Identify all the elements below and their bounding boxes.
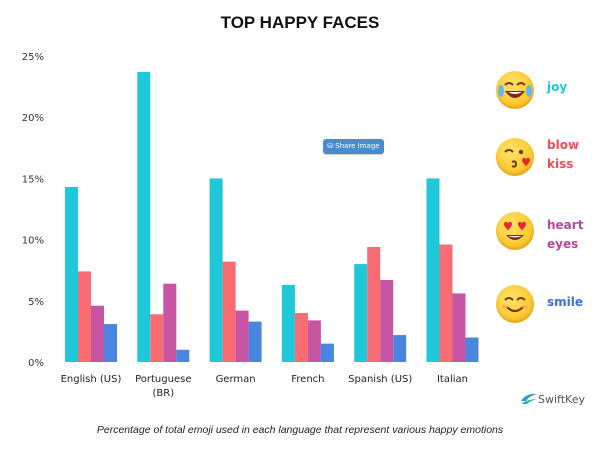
swiftkey-logo-text: SwiftKey <box>538 393 585 406</box>
x-tick-label: Spanish (US) <box>348 374 412 385</box>
tears-of-joy-emoji-icon <box>496 71 534 109</box>
swiftkey-logo-icon <box>521 393 537 404</box>
bar-smile <box>393 335 407 362</box>
bar-joy <box>281 284 295 362</box>
x-tick-label: (BR) <box>152 388 174 399</box>
bars-group <box>65 71 479 363</box>
y-tick-label: 0% <box>28 358 44 369</box>
bar-blow-kiss <box>439 244 453 362</box>
share-image-label: Share Image <box>335 142 380 150</box>
y-tick-label: 15% <box>22 174 44 185</box>
y-tick-label: 25% <box>22 52 44 63</box>
bar-smile <box>248 321 262 362</box>
x-tick-label: Italian <box>437 374 468 385</box>
bar-smile <box>465 337 479 362</box>
chart-title: TOP HAPPY FACES <box>220 13 380 32</box>
chart-caption: Percentage of total emoji used in each l… <box>96 424 504 436</box>
bar-heart-eyes <box>91 305 104 362</box>
legend-label-smile-line: smile <box>547 295 584 309</box>
y-tick-label: 20% <box>22 113 44 124</box>
bar-joy <box>426 178 440 362</box>
x-tick-label: German <box>216 374 256 385</box>
bar-smile <box>176 349 190 362</box>
y-tick-label: 5% <box>28 297 44 308</box>
y-axis-ticks: 0% 5% 10% 15% 20% 25% <box>22 52 44 369</box>
bar-heart-eyes <box>380 279 394 362</box>
smile-emoji-icon <box>496 285 534 323</box>
legend-label-heart-eyes: heart eyes <box>547 218 583 251</box>
bar-blow-kiss <box>294 313 308 362</box>
bar-smile <box>104 324 117 362</box>
blow-kiss-emoji-icon <box>496 138 534 176</box>
bar-joy <box>209 178 223 362</box>
bar-smile <box>320 343 334 362</box>
x-axis-ticks: English (US) Portuguese (BR) German French Sp… <box>61 374 468 399</box>
bar-heart-eyes <box>163 283 177 362</box>
x-tick-label: French <box>291 374 324 385</box>
legend-label-blow-kiss-line-1: blow <box>547 138 580 152</box>
legend-label-heart-eyes-line-1: heart <box>547 218 584 232</box>
legend-label-smile: smile <box>547 295 583 309</box>
x-tick-label: English (US) <box>61 374 122 385</box>
bar-joy <box>65 186 78 362</box>
heart-eyes-emoji-icon <box>496 212 534 250</box>
bar-heart-eyes <box>235 310 249 362</box>
bar-blow-kiss <box>150 314 164 362</box>
legend-label-blow-kiss: blow kiss <box>547 138 579 171</box>
bar-joy <box>137 71 151 363</box>
legend-label-joy: joy <box>547 80 567 94</box>
bar-blow-kiss <box>222 261 236 362</box>
legend-label-joy-line: joy <box>547 80 568 94</box>
bar-heart-eyes <box>452 293 466 362</box>
legend-label-heart-eyes-line-2: eyes <box>547 237 579 251</box>
legend-label-blow-kiss-line-2: kiss <box>547 157 574 171</box>
bar-blow-kiss <box>78 271 91 362</box>
x-tick-label: Portuguese <box>135 374 191 385</box>
share-image-button[interactable]: ⛁ Share Image <box>323 139 384 154</box>
y-tick-label: 10% <box>22 236 44 247</box>
bar-heart-eyes <box>307 320 321 362</box>
bar-blow-kiss <box>367 246 381 362</box>
bar-joy <box>354 264 368 362</box>
share-icon: ⛁ <box>327 142 334 150</box>
